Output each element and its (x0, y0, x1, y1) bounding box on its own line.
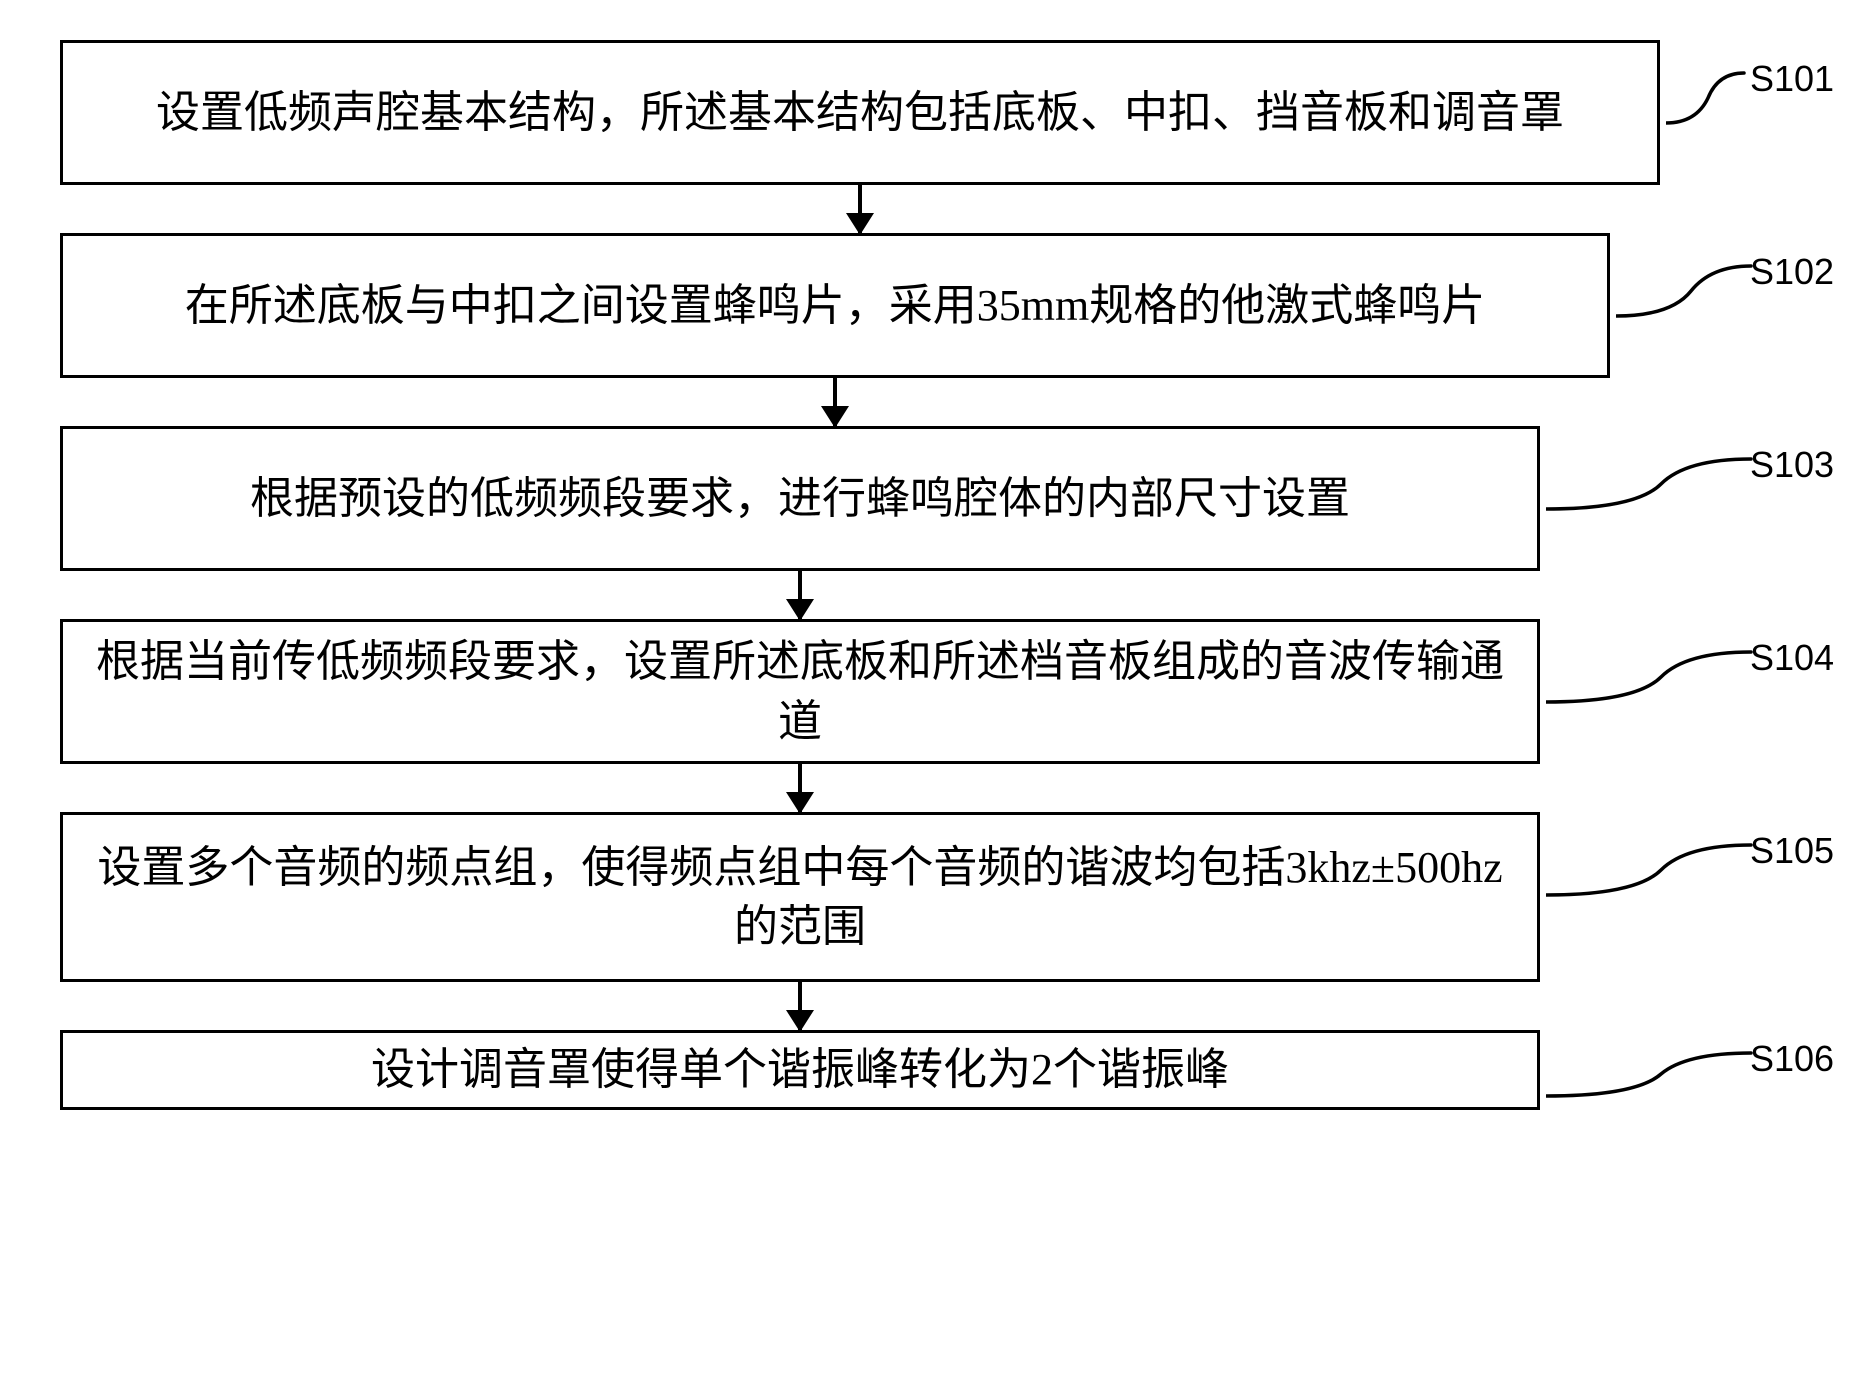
step-box-6: 设计调音罩使得单个谐振峰转化为2个谐振峰 (60, 1030, 1540, 1110)
curve-6 (1546, 1048, 1756, 1103)
arrow-1-2 (60, 185, 1660, 233)
curve-2 (1616, 261, 1756, 321)
arrow-5-6 (60, 982, 1540, 1030)
step-text-3: 根据预设的低频频段要求，进行蜂鸣腔体的内部尺寸设置 (250, 469, 1350, 528)
step-text-5: 设置多个音频的频点组，使得频点组中每个音频的谐波均包括3khz±500hz的范围 (79, 838, 1521, 957)
step-text-1: 设置低频声腔基本结构，所述基本结构包括底板、中扣、挡音板和调音罩 (156, 83, 1564, 142)
step-container-2: 在所述底板与中扣之间设置蜂鸣片，采用35mm规格的他激式蜂鸣片 S102 (30, 233, 1840, 378)
step-label-5: S105 (1750, 830, 1834, 872)
flowchart-container: 设置低频声腔基本结构，所述基本结构包括底板、中扣、挡音板和调音罩 S101 在所… (30, 40, 1840, 1110)
step-container-6: 设计调音罩使得单个谐振峰转化为2个谐振峰 S106 (30, 1030, 1840, 1110)
step-label-3: S103 (1750, 444, 1834, 486)
arrow-line-4 (798, 764, 802, 812)
curve-4 (1546, 647, 1756, 707)
step-label-2: S102 (1750, 251, 1834, 293)
step-text-4: 根据当前传低频频段要求，设置所述底板和所述档音板组成的音波传输通道 (79, 632, 1521, 751)
step-container-3: 根据预设的低频频段要求，进行蜂鸣腔体的内部尺寸设置 S103 (30, 426, 1840, 571)
step-text-2: 在所述底板与中扣之间设置蜂鸣片，采用35mm规格的他激式蜂鸣片 (185, 276, 1485, 335)
step-box-1: 设置低频声腔基本结构，所述基本结构包括底板、中扣、挡音板和调音罩 (60, 40, 1660, 185)
step-label-4: S104 (1750, 637, 1834, 679)
step-box-4: 根据当前传低频频段要求，设置所述底板和所述档音板组成的音波传输通道 (60, 619, 1540, 764)
step-container-4: 根据当前传低频频段要求，设置所述底板和所述档音板组成的音波传输通道 S104 (30, 619, 1840, 764)
step-container-1: 设置低频声腔基本结构，所述基本结构包括底板、中扣、挡音板和调音罩 S101 (30, 40, 1840, 185)
curve-3 (1546, 454, 1756, 514)
arrow-4-5 (60, 764, 1540, 812)
curve-5 (1546, 840, 1756, 900)
step-container-5: 设置多个音频的频点组，使得频点组中每个音频的谐波均包括3khz±500hz的范围… (30, 812, 1840, 982)
arrow-2-3 (60, 378, 1610, 426)
curve-1 (1666, 68, 1746, 128)
arrow-3-4 (60, 571, 1540, 619)
step-box-5: 设置多个音频的频点组，使得频点组中每个音频的谐波均包括3khz±500hz的范围 (60, 812, 1540, 982)
step-label-6: S106 (1750, 1038, 1834, 1080)
step-label-1: S101 (1750, 58, 1834, 100)
arrow-line-5 (798, 982, 802, 1030)
step-text-6: 设计调音罩使得单个谐振峰转化为2个谐振峰 (371, 1040, 1229, 1099)
arrow-line-1 (858, 185, 862, 233)
arrow-line-3 (798, 571, 802, 619)
step-box-2: 在所述底板与中扣之间设置蜂鸣片，采用35mm规格的他激式蜂鸣片 (60, 233, 1610, 378)
step-box-3: 根据预设的低频频段要求，进行蜂鸣腔体的内部尺寸设置 (60, 426, 1540, 571)
arrow-line-2 (833, 378, 837, 426)
